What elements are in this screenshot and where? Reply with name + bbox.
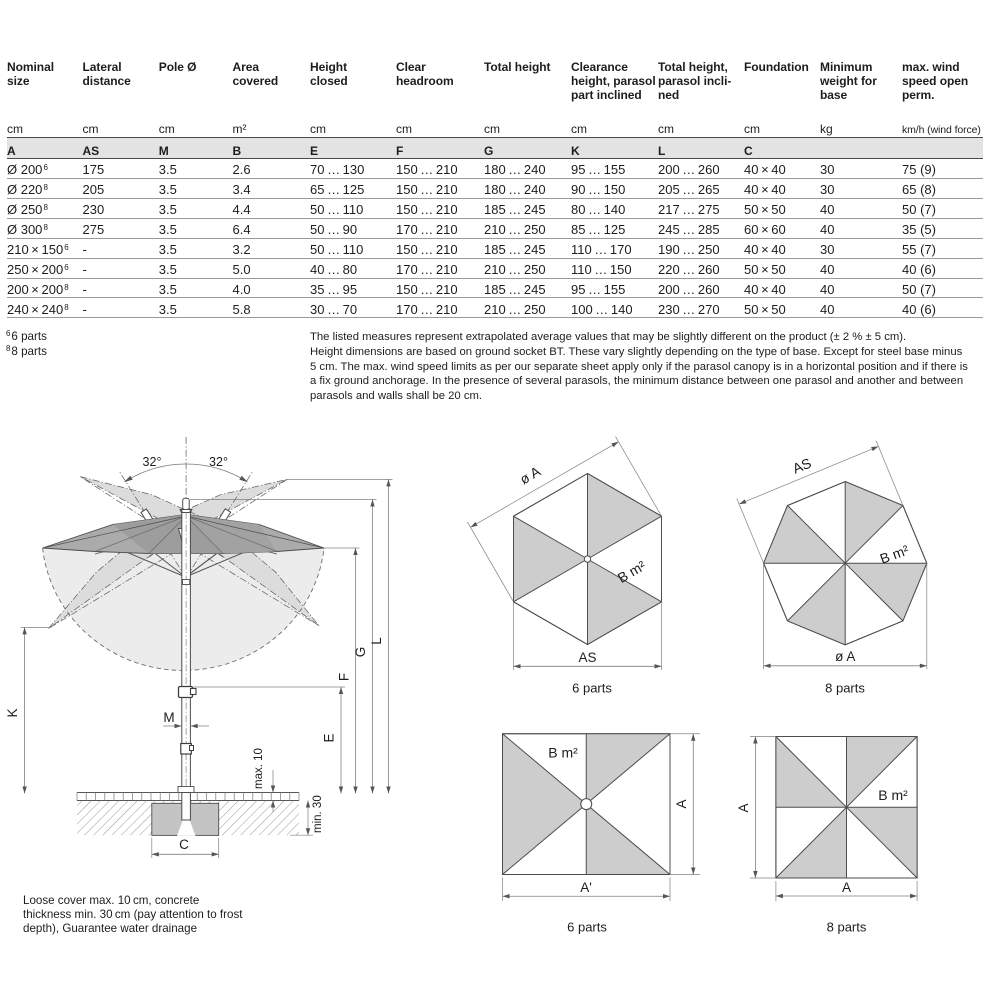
svg-text:32°: 32° — [209, 455, 228, 469]
svg-text:6 parts: 6 parts — [567, 920, 607, 935]
svg-text:8 parts: 8 parts — [827, 920, 867, 935]
svg-text:K: K — [5, 708, 20, 717]
svg-text:A: A — [674, 799, 689, 808]
svg-text:G: G — [353, 647, 368, 658]
svg-text:A': A' — [580, 880, 592, 895]
svg-text:A: A — [736, 803, 751, 812]
svg-text:F: F — [337, 673, 352, 681]
svg-text:B m²: B m² — [548, 745, 578, 761]
svg-text:ø A: ø A — [517, 463, 544, 488]
svg-text:AS: AS — [578, 650, 596, 665]
svg-text:max. 10: max. 10 — [253, 748, 265, 789]
svg-text:32°: 32° — [143, 455, 162, 469]
svg-text:M: M — [163, 710, 174, 725]
svg-text:E: E — [322, 733, 337, 742]
svg-text:min. 30: min. 30 — [312, 795, 324, 833]
svg-text:A: A — [842, 880, 851, 895]
svg-text:6 parts: 6 parts — [572, 681, 612, 696]
svg-text:AS: AS — [790, 455, 813, 477]
svg-text:B m²: B m² — [878, 787, 908, 803]
svg-text:L: L — [369, 637, 384, 645]
svg-text:8 parts: 8 parts — [825, 681, 865, 696]
svg-text:ø A: ø A — [835, 649, 855, 664]
svg-text:C: C — [179, 837, 189, 852]
